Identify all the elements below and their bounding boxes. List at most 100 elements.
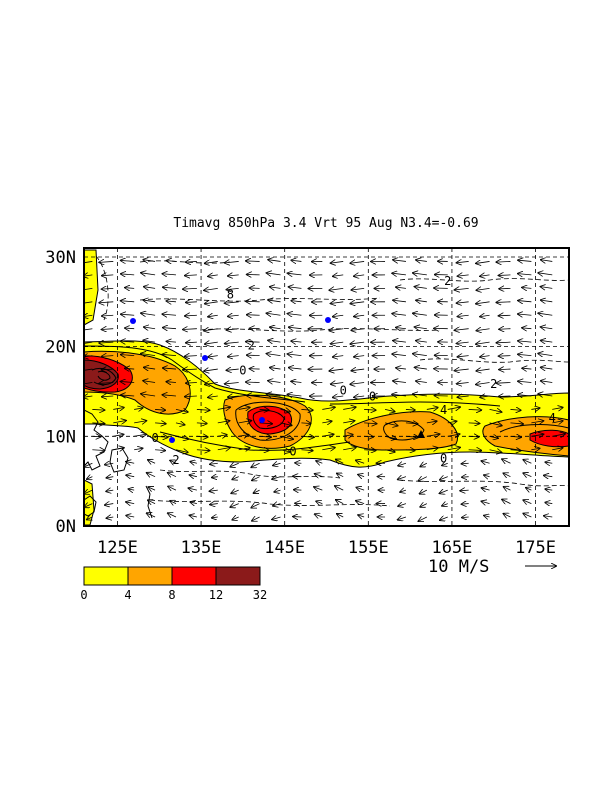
- wind-vector: [141, 394, 156, 396]
- y-tick-label: 10N: [45, 427, 76, 447]
- wind-vector: [541, 287, 553, 289]
- wind-vector: [268, 300, 281, 302]
- wind-vector: [457, 302, 469, 303]
- wind-vector: [183, 288, 197, 289]
- contour-label: 2: [490, 377, 497, 391]
- wind-vector: [84, 369, 93, 371]
- contour-label: 8: [227, 287, 234, 301]
- wind-vector: [364, 450, 375, 451]
- wind-vector: [186, 261, 197, 262]
- wind-vector: [268, 260, 281, 262]
- wind-vector: [208, 396, 218, 397]
- wind-vector: [526, 488, 531, 490]
- wind-vector: [126, 502, 135, 504]
- shading-west-darkred: [84, 359, 119, 390]
- wind-vector: [455, 288, 469, 290]
- wind-vector: [329, 288, 344, 290]
- contour-line-negative: [139, 260, 231, 264]
- wind-vector: [291, 260, 302, 261]
- wind-vector: [468, 409, 482, 410]
- wind-vector: [329, 369, 344, 371]
- wind-vector: [398, 463, 407, 466]
- wind-vector: [99, 342, 114, 343]
- wind-vector: [288, 354, 302, 356]
- wind-vector: [148, 460, 156, 463]
- wind-vector: [522, 368, 532, 369]
- wind-vector: [143, 260, 156, 262]
- wind-vector: [350, 302, 365, 304]
- wind-vector: [351, 288, 365, 290]
- x-tick-label: 135E: [181, 538, 222, 558]
- wind-vector: [175, 450, 188, 453]
- wind-vector: [84, 302, 93, 304]
- storm-markers: [130, 317, 331, 443]
- wind-vector: [499, 275, 511, 276]
- wind-vector: [447, 407, 460, 409]
- wind-vector: [225, 302, 239, 303]
- wind-vector: [92, 423, 104, 424]
- wind-vector: [418, 517, 428, 521]
- wind-vector: [457, 261, 469, 262]
- wind-vector: [273, 463, 281, 465]
- wind-vector: [392, 354, 406, 356]
- wind-vector: [322, 448, 334, 450]
- wind-vector: [384, 409, 395, 411]
- wind-vector: [333, 356, 344, 357]
- plot-frame: [83, 247, 570, 527]
- wind-vector: [523, 460, 532, 463]
- wind-vector: [480, 356, 490, 357]
- wind-vector: [162, 274, 177, 275]
- wind-vector: [289, 287, 302, 288]
- wind-vector: [106, 477, 114, 478]
- wind-vector: [84, 490, 93, 494]
- wind-vector: [504, 514, 511, 517]
- wind-vector: [518, 341, 532, 342]
- colorbar-label: 0: [80, 588, 87, 602]
- wind-vector: [440, 517, 448, 520]
- contour-label: 0: [340, 383, 347, 397]
- wind-vector: [458, 315, 469, 316]
- wind-vector: [183, 369, 197, 370]
- wind-vector: [141, 313, 156, 315]
- wind-vector: [84, 288, 93, 290]
- wind-vector: [252, 517, 260, 521]
- wind-vector: [170, 461, 177, 464]
- contour-label: 0: [239, 364, 246, 378]
- wind-vector: [268, 340, 281, 342]
- wind-vector: [155, 409, 165, 410]
- wind-vector: [545, 462, 553, 463]
- wind-vector: [476, 261, 490, 263]
- wind-vector: [518, 354, 532, 355]
- wind-vector: [205, 383, 218, 385]
- wind-vector: [126, 475, 135, 477]
- wind-vector: [121, 314, 135, 315]
- wind-vector: [185, 315, 197, 316]
- wind-vector: [552, 407, 562, 409]
- wind-vector: [426, 408, 438, 410]
- wind-vector: [232, 517, 239, 520]
- wind-vector: [329, 329, 344, 331]
- wind-vector: [462, 504, 469, 505]
- contour-label: 2: [444, 274, 451, 288]
- wind-vector: [541, 340, 553, 342]
- colorbar-label: 4: [124, 588, 131, 602]
- wind-vector: [316, 501, 323, 503]
- wind-vector: [499, 329, 511, 330]
- wind-vector: [504, 487, 511, 490]
- wind-vector: [413, 394, 427, 396]
- wind-vector: [541, 260, 553, 262]
- wind-vector: [102, 329, 114, 330]
- wind-vector: [440, 490, 448, 493]
- wind-vector: [396, 368, 406, 369]
- wind-vector: [333, 396, 344, 397]
- wind-vector: [99, 261, 114, 262]
- wind-vector: [337, 474, 344, 477]
- wind-vector: [288, 273, 302, 275]
- wind-vector: [544, 475, 553, 476]
- wind-vector: [392, 273, 406, 275]
- wind-vector: [163, 287, 177, 288]
- wind-vector: [185, 275, 197, 276]
- wind-vector: [476, 329, 490, 331]
- wind-vector: [393, 341, 406, 343]
